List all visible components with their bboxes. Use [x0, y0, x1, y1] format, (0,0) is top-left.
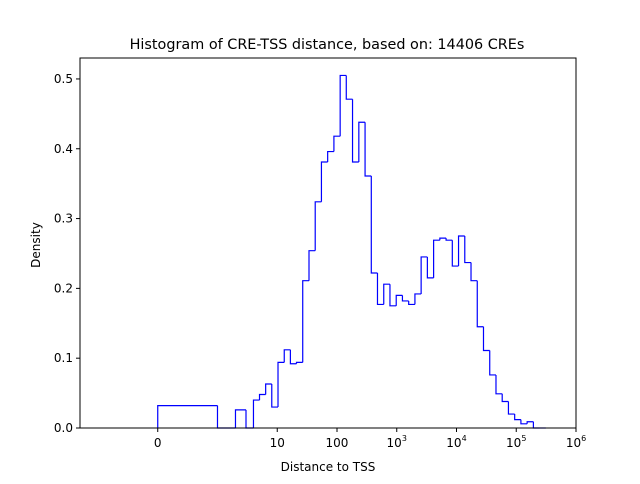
- histogram-bar: [401, 295, 409, 302]
- y-tick-label: 0.0: [54, 421, 73, 435]
- histogram-bar: [283, 349, 291, 363]
- histogram-bar: [277, 361, 285, 408]
- histogram-bar: [364, 122, 372, 177]
- histogram-bar: [464, 236, 472, 264]
- histogram-bar: [520, 419, 528, 425]
- histogram-bar: [420, 256, 428, 294]
- histogram-bar: [445, 238, 453, 241]
- histogram-bar: [327, 150, 334, 163]
- histogram-bar: [351, 99, 359, 163]
- histogram-bar: [302, 280, 309, 363]
- x-axis-label: Distance to TSS: [281, 460, 376, 474]
- y-tick-label: 0.2: [54, 281, 73, 295]
- x-tick-label: 104: [446, 434, 466, 450]
- histogram-bar: [295, 361, 303, 364]
- y-tick-label: 0.3: [54, 212, 73, 226]
- histogram-bar: [414, 293, 422, 305]
- histogram-bar: [507, 401, 515, 415]
- histogram-bar: [308, 250, 316, 281]
- histogram-bar: [234, 409, 246, 428]
- chart-title: Histogram of CRE-TSS distance, based on:…: [130, 37, 525, 53]
- histogram-bar: [426, 256, 434, 279]
- histogram-bar: [395, 294, 403, 306]
- histogram-bar: [389, 284, 397, 307]
- histogram-bar: [339, 74, 347, 137]
- histogram-bar: [345, 75, 353, 100]
- y-tick-label: 0.5: [54, 72, 73, 86]
- histogram-bar: [489, 350, 496, 376]
- histogram-bar: [476, 280, 484, 328]
- x-tick-label: 10: [270, 436, 285, 450]
- histogram-bar: [370, 175, 378, 274]
- histogram-bar: [258, 393, 266, 401]
- x-tick-label: 103: [387, 434, 407, 450]
- histogram-bar: [358, 121, 366, 163]
- histogram-bar: [271, 384, 279, 408]
- y-axis-ticks: 0.0 0.1 0.2 0.3 0.4 0.5: [54, 72, 80, 435]
- y-tick-label: 0.1: [54, 351, 73, 365]
- x-tick-label: 0: [154, 436, 162, 450]
- axes-frame: [79, 57, 577, 429]
- y-tick-label: 0.4: [54, 142, 73, 156]
- histogram-bar: [408, 300, 415, 306]
- histogram-bar: [526, 421, 534, 424]
- y-axis-label: Density: [29, 222, 43, 268]
- histogram-bar: [289, 349, 297, 365]
- histogram-bar: [265, 383, 272, 395]
- histogram-bar: [470, 262, 478, 282]
- histogram-bar: [482, 326, 490, 352]
- histogram-bar: [501, 393, 509, 403]
- x-tick-label: 105: [506, 434, 526, 450]
- histogram-bar: [495, 374, 503, 395]
- histogram-bar: [383, 283, 390, 305]
- x-axis-ticks: 0 10 100 103 104 105 106: [154, 428, 586, 450]
- histogram-bar: [157, 405, 218, 428]
- histogram-bar: [433, 239, 440, 278]
- histogram-bar: [451, 240, 459, 267]
- histogram-bar: [457, 235, 465, 267]
- histogram-bar: [333, 135, 341, 152]
- histogram-bar: [252, 399, 260, 428]
- histogram-bar: [314, 201, 322, 251]
- histogram-bar: [376, 273, 384, 306]
- plot-area: [79, 57, 577, 429]
- x-tick-label: 100: [326, 436, 349, 450]
- histogram-bar: [514, 414, 521, 421]
- histogram-bar: [320, 161, 328, 202]
- histogram-bar: [439, 237, 447, 241]
